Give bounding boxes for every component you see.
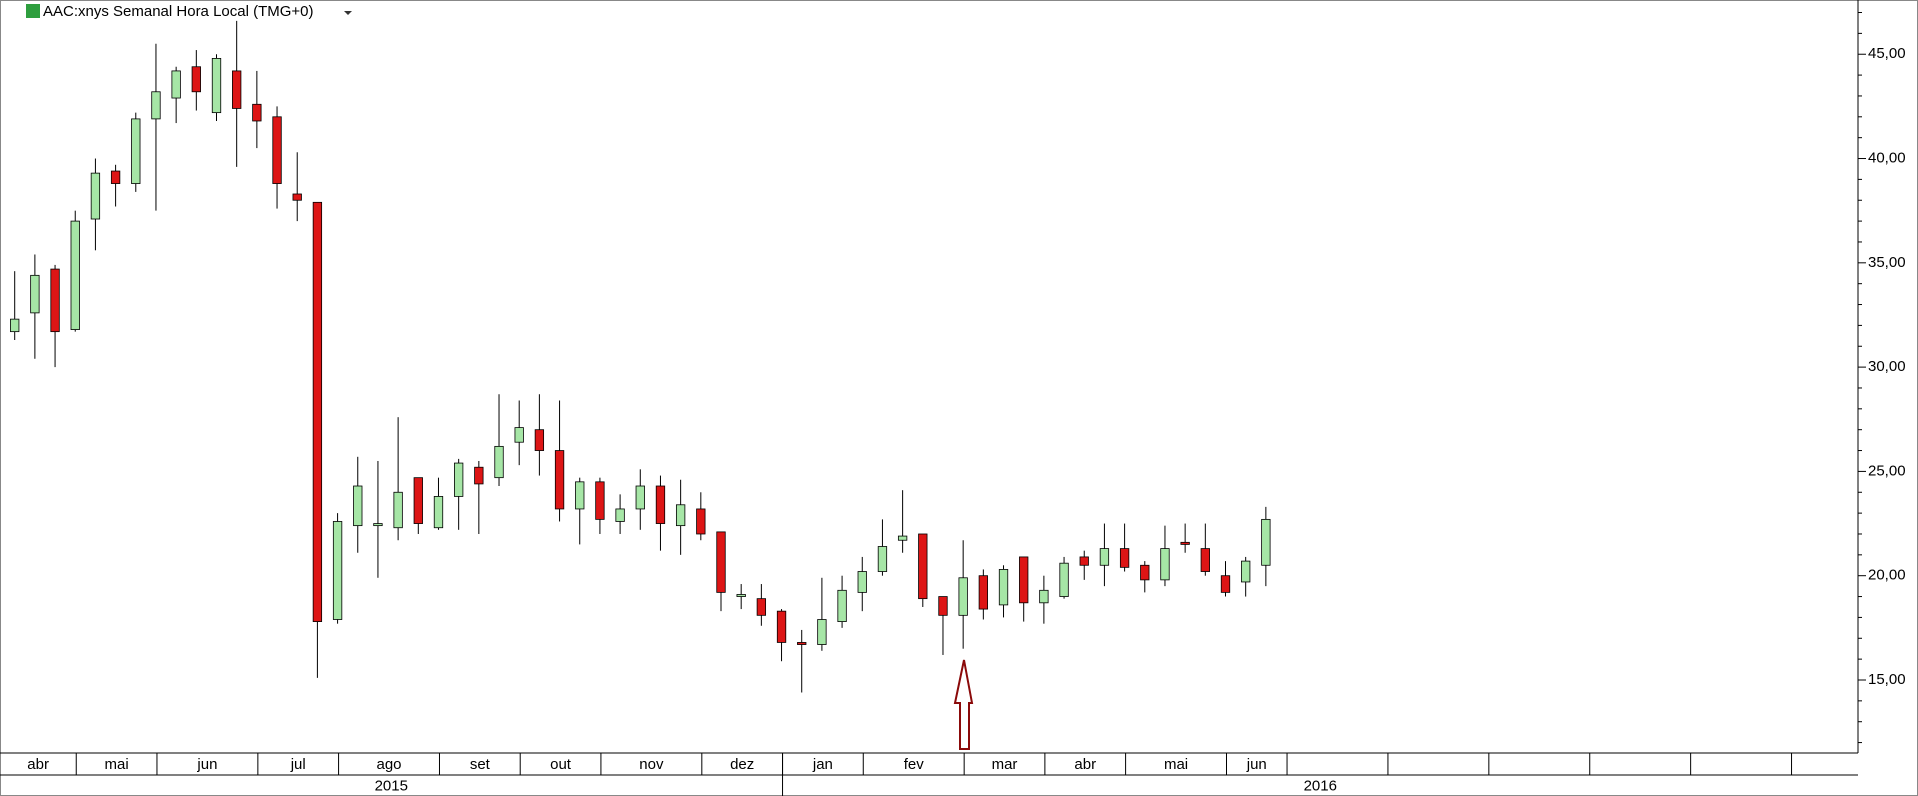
candle-body [110, 170, 121, 184]
candle-body [918, 533, 928, 600]
month-label: nov [639, 756, 664, 773]
candle-body [978, 575, 988, 610]
candle-body [797, 642, 807, 645]
candle-body [232, 70, 242, 109]
candle-body [1180, 541, 1190, 545]
month-label: abr [1074, 756, 1096, 773]
candle-body [897, 535, 908, 541]
y-tick-label: 15,00 [1868, 671, 1906, 688]
candle-body [776, 610, 787, 643]
candle-body [514, 427, 524, 443]
candle-body [494, 445, 504, 479]
candle-body [211, 58, 222, 114]
month-label: jul [290, 756, 306, 773]
y-tick-label: 25,00 [1868, 462, 1906, 479]
candle-body [1079, 556, 1089, 566]
candle-body [433, 496, 444, 529]
month-label: ago [377, 756, 402, 773]
candle-body [655, 485, 666, 524]
candle-body [736, 594, 746, 597]
month-label: jun [1246, 756, 1267, 773]
symbol-icon [26, 4, 40, 18]
month-label: set [470, 756, 491, 773]
year-label: 2015 [375, 777, 408, 794]
month-label: jun [196, 756, 217, 773]
candle-body [1019, 556, 1029, 604]
candle-body [332, 521, 343, 620]
candle-body [877, 546, 888, 572]
candle-body [1261, 518, 1271, 566]
candle-body [1099, 548, 1110, 566]
candle-body [938, 596, 948, 616]
candle-body [1140, 564, 1150, 581]
y-tick-label: 40,00 [1868, 149, 1906, 166]
candle-body [635, 485, 645, 510]
candle-body [1220, 575, 1231, 593]
dropdown-arrow[interactable] [344, 11, 352, 15]
candle-body [756, 598, 767, 616]
candle-body [292, 193, 302, 201]
y-tick-label: 20,00 [1868, 567, 1906, 584]
candle-body [675, 504, 686, 527]
month-label: jan [812, 756, 833, 773]
candle-body [534, 429, 545, 451]
candle-body [252, 103, 262, 122]
y-tick-label: 45,00 [1868, 45, 1906, 62]
candle-body [1241, 560, 1251, 583]
month-label: fev [904, 756, 925, 773]
candle-body [1119, 548, 1130, 568]
candle-body [10, 318, 20, 333]
month-label: mai [1164, 756, 1188, 773]
month-label: abr [27, 756, 49, 773]
month-label: mar [992, 756, 1018, 773]
annotation-arrow [953, 659, 974, 750]
candle-body [575, 481, 585, 510]
candle-body [716, 531, 726, 593]
candle-body [393, 491, 403, 529]
candle-body [1059, 562, 1069, 597]
candle-body [615, 508, 625, 522]
candle-body [272, 116, 282, 184]
candle-body [353, 485, 363, 527]
candle-body [1039, 589, 1049, 604]
candle-body [474, 466, 484, 485]
candle-body [1200, 548, 1210, 572]
candle-body [998, 569, 1009, 606]
candle-body [595, 481, 605, 520]
candle-body [90, 172, 101, 220]
y-tick-label: 35,00 [1868, 254, 1906, 271]
month-label: mai [105, 756, 129, 773]
candle-body [817, 619, 827, 645]
candle-body [857, 571, 867, 593]
candle-body [413, 477, 423, 524]
candle-body [70, 220, 80, 330]
candle-body [1160, 548, 1170, 581]
candle-body [312, 201, 323, 622]
month-label: dez [730, 756, 754, 773]
candle-body [554, 450, 565, 510]
candle-body [191, 66, 201, 93]
candle-body [131, 118, 141, 184]
candle-body [373, 523, 383, 527]
candle-body [958, 577, 968, 616]
candle-body [837, 589, 847, 622]
y-tick-label: 30,00 [1868, 358, 1906, 375]
candle-body [696, 508, 706, 535]
month-label: out [550, 756, 572, 773]
candle-body [30, 274, 40, 314]
candle-body [454, 462, 464, 497]
chart-title[interactable]: AAC:xnys Semanal Hora Local (TMG+0) [43, 3, 314, 20]
candle-body [151, 91, 161, 120]
year-label: 2016 [1304, 777, 1337, 794]
candle-body [50, 268, 60, 333]
candle-body [171, 70, 181, 99]
